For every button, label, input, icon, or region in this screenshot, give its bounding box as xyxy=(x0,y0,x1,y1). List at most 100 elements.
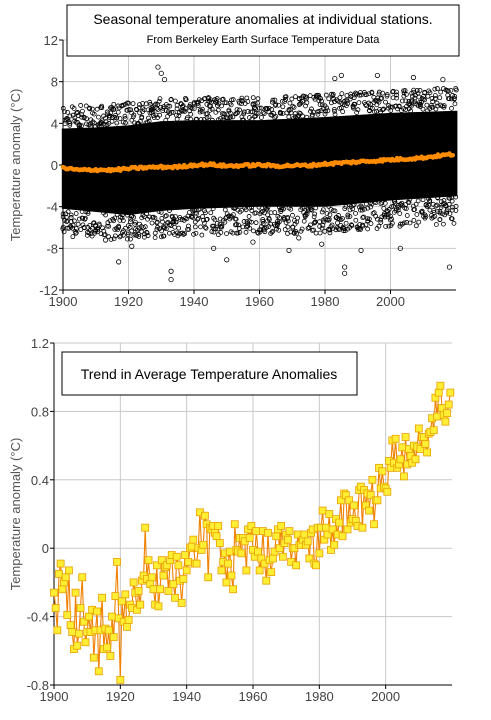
station-marker xyxy=(318,96,323,101)
x-tick-label: 1940 xyxy=(172,689,201,704)
station-marker xyxy=(286,114,292,120)
trend-point xyxy=(65,566,73,575)
station-marker-band xyxy=(232,120,235,208)
trend-point xyxy=(318,506,327,515)
station-marker xyxy=(120,218,126,224)
station-marker xyxy=(260,110,266,115)
station-marker xyxy=(161,233,167,239)
station-marker xyxy=(435,209,441,214)
station-marker xyxy=(369,90,375,96)
station-marker xyxy=(350,206,356,212)
station-marker xyxy=(285,224,291,230)
station-marker xyxy=(300,113,305,119)
station-marker xyxy=(76,123,82,129)
station-marker xyxy=(451,96,457,102)
trend-point xyxy=(93,607,102,616)
station-marker xyxy=(269,107,275,112)
station-mean-point xyxy=(450,153,456,158)
trend-point xyxy=(73,641,82,650)
station-marker xyxy=(434,202,440,208)
trend-point xyxy=(237,549,246,558)
station-marker xyxy=(147,99,153,105)
station-marker xyxy=(298,228,304,234)
trend-point xyxy=(325,510,334,518)
station-marker xyxy=(435,103,441,109)
station-marker xyxy=(81,115,87,121)
station-marker xyxy=(367,105,373,111)
title-box-frame xyxy=(61,351,358,396)
station-marker xyxy=(434,100,440,106)
station-marker xyxy=(295,215,300,221)
trend-point xyxy=(174,561,183,570)
trend-point xyxy=(58,585,67,594)
station-marker xyxy=(294,230,300,236)
trend-point xyxy=(368,475,377,484)
station-marker xyxy=(165,103,171,109)
trend-point xyxy=(444,400,453,409)
station-marker xyxy=(191,231,196,237)
x-tick-label: 1980 xyxy=(311,294,340,309)
trend-point xyxy=(383,487,392,496)
station-marker xyxy=(416,219,422,225)
station-marker xyxy=(438,204,444,210)
chart-title: Trend in Average Temperature Anomalies xyxy=(81,366,338,382)
station-marker xyxy=(195,215,201,221)
trend-point xyxy=(55,569,63,578)
station-marker xyxy=(390,88,396,94)
station-marker-band xyxy=(392,112,396,201)
station-marker xyxy=(203,225,209,231)
station-marker xyxy=(158,104,164,110)
trend-point xyxy=(366,491,375,500)
station-marker-band xyxy=(404,112,407,200)
station-marker xyxy=(111,218,117,224)
station-marker xyxy=(356,100,362,106)
station-marker xyxy=(119,215,125,221)
station-marker xyxy=(339,91,345,97)
station-marker xyxy=(376,99,382,105)
trend-point xyxy=(255,566,264,575)
station-marker xyxy=(404,213,410,218)
station-marker xyxy=(401,220,407,226)
trend-point xyxy=(264,528,272,537)
station-marker-band xyxy=(402,112,405,200)
station-marker xyxy=(340,216,345,221)
station-marker xyxy=(258,105,264,111)
station-marker-extreme xyxy=(116,259,122,265)
station-marker xyxy=(194,116,200,122)
station-marker xyxy=(67,122,73,128)
station-marker xyxy=(368,221,374,226)
station-marker-band xyxy=(453,110,456,197)
trend-point xyxy=(152,561,161,570)
station-marker xyxy=(146,115,151,121)
station-marker xyxy=(374,216,380,222)
station-marker xyxy=(230,212,236,218)
station-marker xyxy=(251,228,256,234)
trend-point xyxy=(305,554,314,563)
station-marker xyxy=(249,219,254,225)
station-marker xyxy=(280,104,286,110)
station-marker xyxy=(123,225,128,231)
station-marker xyxy=(89,233,95,239)
station-marker xyxy=(153,101,159,107)
trend-point xyxy=(225,547,234,556)
station-marker xyxy=(249,109,255,115)
station-marker xyxy=(432,93,438,98)
station-marker xyxy=(70,222,76,228)
y-tick-label: 1.2 xyxy=(31,336,49,351)
station-marker xyxy=(139,114,145,120)
trend-point xyxy=(187,542,196,551)
station-marker xyxy=(447,211,453,217)
trend-point xyxy=(204,573,213,582)
station-marker xyxy=(294,219,300,225)
station-marker-extreme xyxy=(161,76,168,83)
trend-point xyxy=(350,501,359,510)
station-marker xyxy=(353,210,358,216)
trend-point xyxy=(254,547,262,556)
station-marker-band xyxy=(318,117,322,207)
station-marker xyxy=(228,114,233,120)
station-marker xyxy=(208,210,214,216)
station-marker-band xyxy=(381,113,384,202)
station-marker xyxy=(264,105,270,111)
y-tick-label: -0.4 xyxy=(27,610,49,625)
station-marker xyxy=(420,197,426,203)
